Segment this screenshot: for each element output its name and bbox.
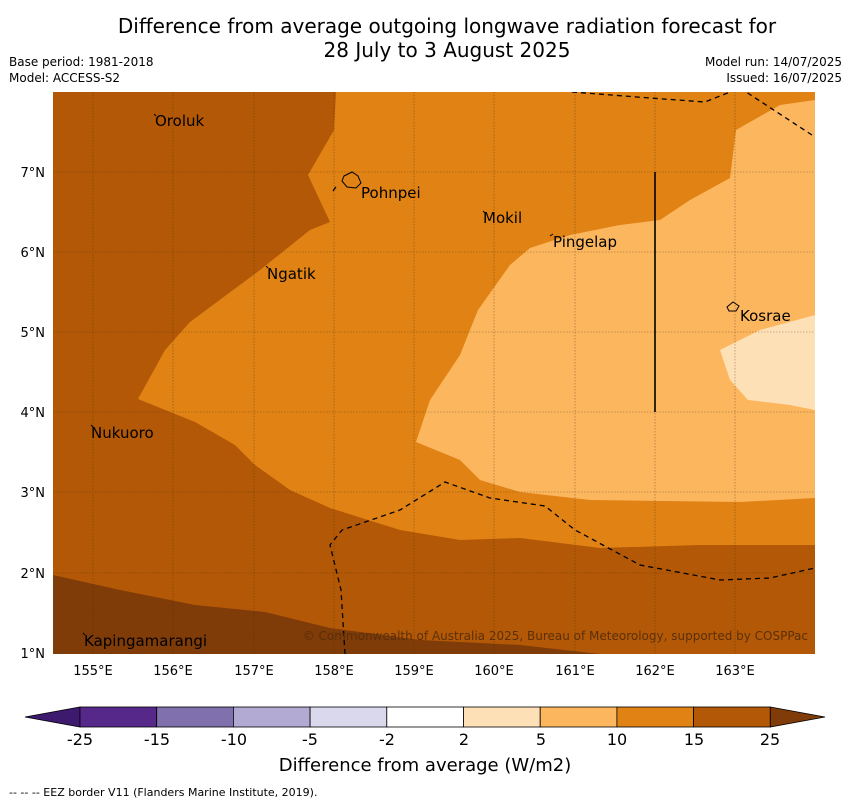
cb-label-25: 25: [759, 730, 781, 749]
lon-tick-161: 161°E: [555, 664, 595, 679]
lon-tick-158: 158°E: [314, 664, 354, 679]
kosrae-island: [726, 301, 740, 312]
lat-tick-7: 7°N: [21, 166, 46, 181]
cb-label-neg2: -2: [379, 730, 395, 749]
lon-tick-162: 162°E: [635, 664, 675, 679]
colorbar-segment: [232, 706, 311, 728]
cb-label-2: 2: [458, 730, 470, 749]
lat-tick-5: 5°N: [21, 326, 46, 341]
colorbar-segment: [616, 706, 695, 728]
colorbar-segment: [79, 706, 158, 728]
lon-tick-155: 155°E: [73, 664, 113, 679]
place-kapingamarangi: Kapingamarangi: [84, 632, 207, 650]
place-kosrae: Kosrae: [740, 307, 791, 325]
meta-right: Model run: 14/07/2025 Issued: 16/07/2025: [705, 54, 842, 86]
lat-tick-1: 1°N: [21, 647, 46, 662]
zone-5-10: [416, 100, 815, 502]
place-oroluk: Oroluk: [155, 112, 204, 130]
zone-25-plus: [53, 575, 600, 654]
issued-date: Issued: 16/07/2025: [726, 71, 842, 85]
cb-label-15: 15: [683, 730, 705, 749]
lat-tick-labels: 7°N 6°N 5°N 4°N 3°N 2°N 1°N: [21, 166, 46, 662]
cb-label-neg5: -5: [302, 730, 318, 749]
atoll-markers: [82, 113, 554, 636]
title-line-2: 28 July to 3 August 2025: [323, 38, 571, 62]
lon-tick-159: 159°E: [394, 664, 434, 679]
cb-label-neg15: -15: [143, 730, 171, 749]
colorbar-arrow-left: [24, 706, 81, 728]
colorbar-title: Difference from average (W/m2): [278, 755, 572, 776]
colorbar-segment: [386, 706, 464, 728]
place-mokil: Mokil: [483, 209, 522, 227]
title-line-1: Difference from average outgoing longwav…: [117, 14, 777, 38]
lon-tick-157: 157°E: [234, 664, 274, 679]
lon-tick-156: 156°E: [153, 664, 193, 679]
base-period: Base period: 1981-2018: [9, 55, 154, 69]
map-fill: [53, 92, 815, 654]
zone-2-5: [720, 315, 815, 410]
colorbar-segment: [156, 706, 234, 728]
pohnpei-island: [341, 171, 362, 189]
eez-footnote: -- -- -- EEZ border V11 (Flanders Marine…: [9, 786, 318, 799]
lat-tick-2: 2°N: [21, 567, 46, 582]
colorbar-segment: [693, 706, 771, 728]
place-pingelap: Pingelap: [553, 233, 617, 251]
cb-label-neg25: -25: [66, 730, 94, 749]
colorbar-arrow-right: [769, 706, 826, 728]
cb-label-neg10: -10: [220, 730, 248, 749]
place-ngatik: Ngatik: [267, 265, 316, 283]
colorbar-segment: [463, 706, 541, 728]
copyright-notice: © Commonwealth of Australia 2025, Bureau…: [303, 629, 808, 643]
colorbar-segment: [309, 706, 388, 728]
place-nukuoro: Nukuoro: [91, 424, 154, 442]
lon-tick-160: 160°E: [474, 664, 514, 679]
eez-borders: [329, 92, 815, 654]
place-pohnpei: Pohnpei: [361, 184, 421, 202]
meta-left: Base period: 1981-2018 Model: ACCESS-S2: [9, 54, 154, 86]
lat-tick-4: 4°N: [21, 406, 46, 421]
model-name: Model: ACCESS-S2: [9, 71, 121, 85]
colorbar-segment: [539, 706, 618, 728]
model-run: Model run: 14/07/2025: [704, 55, 842, 69]
chart-title: Difference from average outgoing longwav…: [0, 14, 850, 62]
lon-tick-labels: 155°E 156°E 157°E 158°E 159°E 160°E 161°…: [73, 664, 755, 679]
lat-tick-6: 6°N: [21, 246, 46, 261]
cb-label-10: 10: [606, 730, 628, 749]
cb-label-5: 5: [535, 730, 547, 749]
lon-tick-163: 163°E: [715, 664, 755, 679]
colorbar: [24, 706, 826, 728]
lat-tick-3: 3°N: [21, 486, 46, 501]
